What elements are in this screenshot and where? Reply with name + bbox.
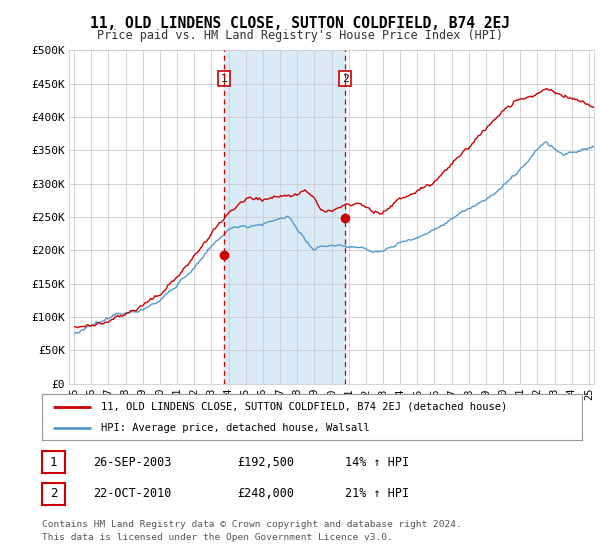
Text: This data is licensed under the Open Government Licence v3.0.: This data is licensed under the Open Gov… [42, 533, 393, 542]
Text: 2: 2 [342, 74, 349, 84]
Text: 1: 1 [221, 74, 227, 84]
Text: 26-SEP-2003: 26-SEP-2003 [93, 455, 172, 469]
Text: 14% ↑ HPI: 14% ↑ HPI [345, 455, 409, 469]
Text: Price paid vs. HM Land Registry's House Price Index (HPI): Price paid vs. HM Land Registry's House … [97, 29, 503, 42]
Text: 21% ↑ HPI: 21% ↑ HPI [345, 487, 409, 501]
Text: 22-OCT-2010: 22-OCT-2010 [93, 487, 172, 501]
Text: £192,500: £192,500 [237, 455, 294, 469]
Text: £248,000: £248,000 [237, 487, 294, 501]
Text: Contains HM Land Registry data © Crown copyright and database right 2024.: Contains HM Land Registry data © Crown c… [42, 520, 462, 529]
Text: 11, OLD LINDENS CLOSE, SUTTON COLDFIELD, B74 2EJ (detached house): 11, OLD LINDENS CLOSE, SUTTON COLDFIELD,… [101, 402, 508, 412]
Bar [224, 50, 345, 384]
Text: 1: 1 [50, 455, 57, 469]
Text: 11, OLD LINDENS CLOSE, SUTTON COLDFIELD, B74 2EJ: 11, OLD LINDENS CLOSE, SUTTON COLDFIELD,… [90, 16, 510, 31]
Text: HPI: Average price, detached house, Walsall: HPI: Average price, detached house, Wals… [101, 423, 370, 433]
Text: 2: 2 [50, 487, 57, 501]
